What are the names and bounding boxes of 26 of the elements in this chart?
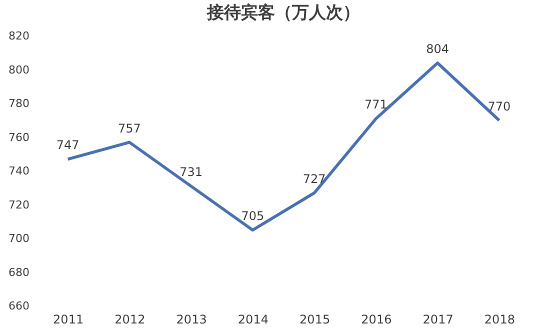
data-label: 770 xyxy=(488,99,511,114)
data-label: 747 xyxy=(56,138,80,152)
x-tick-label: 2017 xyxy=(422,312,454,326)
x-tick-label: 2012 xyxy=(114,312,146,326)
y-tick-label: 660 xyxy=(8,300,30,312)
y-tick-label: 780 xyxy=(8,97,30,110)
data-label: 727 xyxy=(302,172,326,186)
x-tick-label: 2013 xyxy=(176,312,207,326)
x-tick-label: 2016 xyxy=(361,312,392,326)
data-label: 731 xyxy=(180,165,203,180)
x-tick-label: 2018 xyxy=(484,312,515,326)
x-tick-label: 2011 xyxy=(53,312,84,326)
data-label: 771 xyxy=(364,98,388,112)
y-tick-label: 800 xyxy=(8,63,30,76)
x-tick-label: 2014 xyxy=(238,312,268,326)
y-tick-label: 820 xyxy=(8,30,30,42)
y-tick-label: 760 xyxy=(8,130,30,144)
chart-title: 接待宾客（万人次） xyxy=(206,3,360,23)
data-label: 705 xyxy=(241,209,264,224)
data-label: 757 xyxy=(118,121,141,136)
y-tick-label: 740 xyxy=(8,164,30,178)
y-tick-label: 700 xyxy=(8,232,30,245)
y-tick-label: 720 xyxy=(8,198,30,212)
y-tick-label: 680 xyxy=(8,266,30,279)
data-label: 804 xyxy=(426,42,450,56)
x-tick-label: 2015 xyxy=(300,312,330,326)
